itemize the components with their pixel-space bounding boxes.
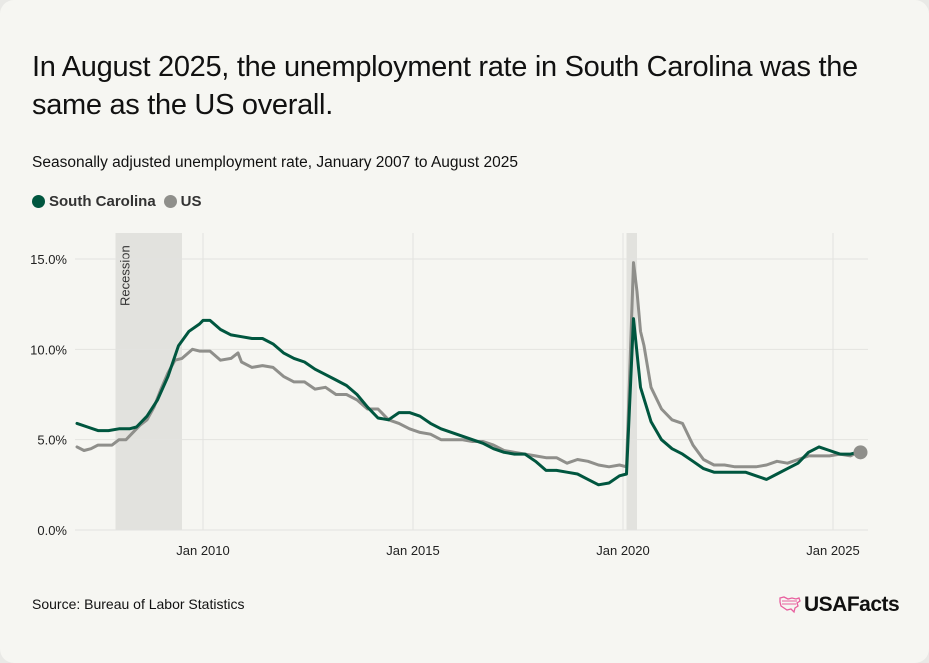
source-note: Source: Bureau of Labor Statistics [32,596,245,612]
x-tick-label: Jan 2025 [806,543,860,558]
y-tick-label: 15.0% [30,252,67,267]
legend-swatch-us [163,195,177,208]
logo-text: USAFacts [804,593,900,616]
legend-label-us: US [180,193,202,210]
recession-label: Recession [118,245,133,306]
usafacts-logo[interactable]: USAFacts [779,593,900,617]
series-line-south-carolina [75,317,859,487]
y-tick-label: 5.0% [37,433,67,448]
x-tick-label: Jan 2020 [596,543,650,558]
legend-swatch-south-carolina [32,195,45,208]
series-line-us [75,261,859,469]
chart-title: In August 2025, the unemployment rate in… [32,51,858,121]
x-tick-label: Jan 2010 [176,543,230,558]
end-point-marker[interactable] [853,445,868,460]
x-tick-label: Jan 2015 [386,543,440,558]
y-tick-label: 0.0% [37,523,67,538]
y-tick-label: 10.0% [30,342,67,357]
line-chart: Recession 0.0% 5.0% 10.0% 15.0% Jan 2010 Jan… [30,233,868,558]
legend-label-south-carolina: South Carolina [49,193,156,210]
legend-item-south-carolina: South Carolina [32,193,156,210]
legend-item-us: US [163,193,202,210]
legend: South Carolina US [32,193,210,210]
us-map-icon [779,596,801,614]
shaded-region-0 [115,233,182,530]
chart-subtitle: Seasonally adjusted unemployment rate, J… [32,154,518,171]
